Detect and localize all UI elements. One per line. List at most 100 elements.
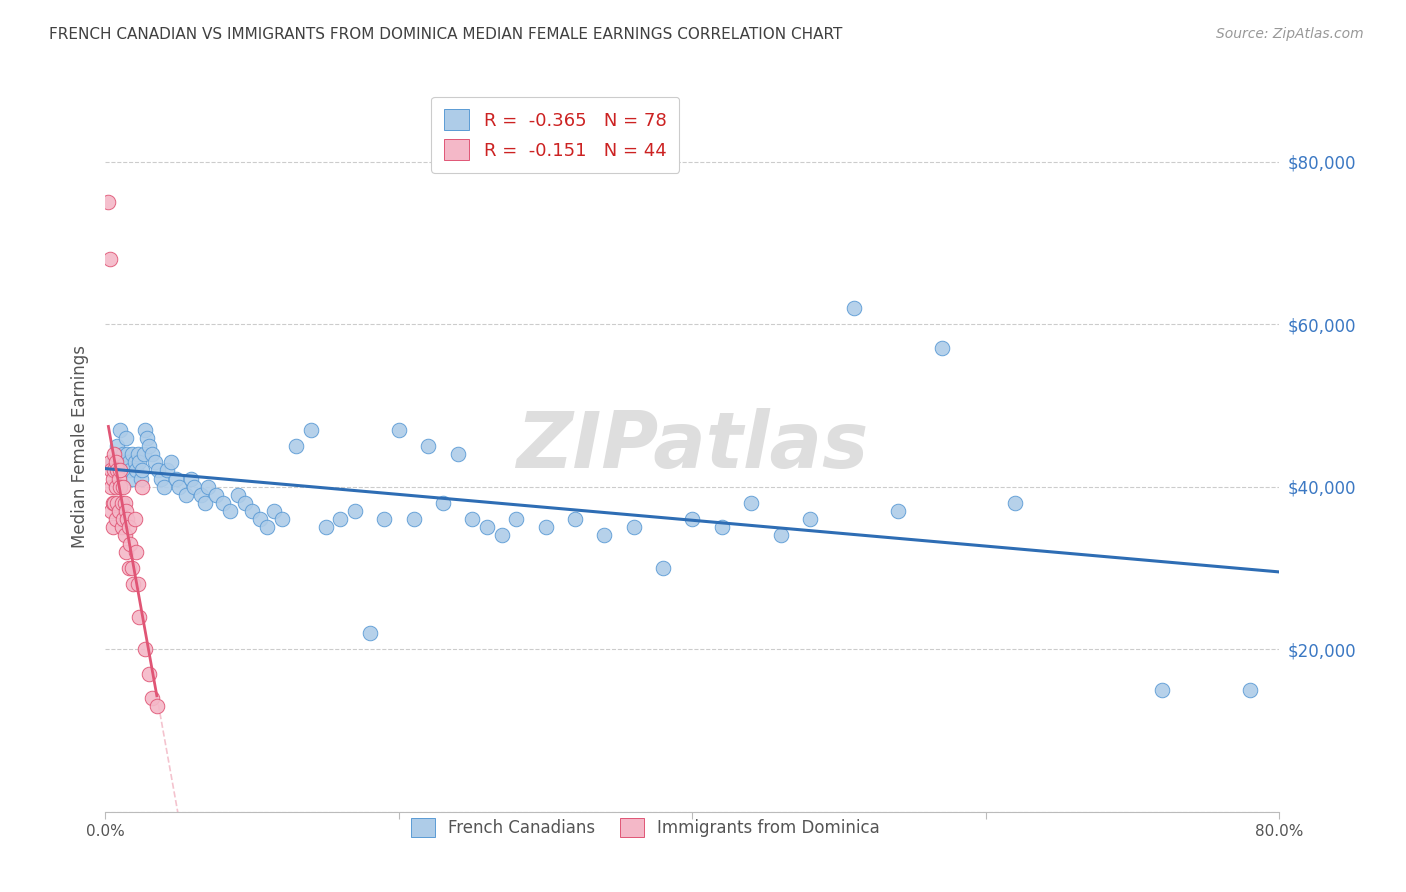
Point [315, 520, 337, 534]
Point [593, 528, 616, 542]
Point [103, 496, 125, 510]
Point [211, 496, 233, 510]
Point [107, 504, 129, 518]
Point [256, 520, 278, 534]
Point [121, 561, 143, 575]
Point [167, 480, 190, 494]
Point [160, 455, 183, 469]
Point [249, 512, 271, 526]
Point [104, 455, 127, 469]
Point [141, 690, 163, 705]
Point [226, 488, 249, 502]
Point [769, 528, 792, 542]
Point [124, 512, 146, 526]
Point [143, 455, 166, 469]
Point [121, 447, 143, 461]
Point [110, 520, 132, 534]
Point [131, 480, 153, 494]
Point [122, 471, 145, 485]
Point [174, 488, 197, 502]
Point [219, 504, 242, 518]
Point [475, 520, 498, 534]
Point [103, 463, 125, 477]
Point [104, 512, 127, 526]
Point [101, 471, 124, 485]
Point [105, 439, 128, 453]
Point [180, 471, 202, 485]
Point [240, 504, 263, 518]
Point [197, 480, 219, 494]
Point [148, 463, 170, 477]
Point [505, 512, 527, 526]
Point [534, 520, 557, 534]
Point [141, 447, 163, 461]
Point [359, 626, 381, 640]
Point [134, 642, 156, 657]
Point [122, 577, 145, 591]
Point [105, 463, 128, 477]
Point [799, 512, 821, 526]
Point [115, 544, 138, 558]
Y-axis label: Median Female Earnings: Median Female Earnings [72, 344, 90, 548]
Legend: French Canadians, Immigrants from Dominica: French Canadians, Immigrants from Domini… [405, 811, 886, 844]
Point [402, 512, 425, 526]
Point [156, 463, 179, 477]
Point [117, 512, 139, 526]
Point [117, 447, 139, 461]
Point [710, 520, 733, 534]
Point [114, 496, 136, 510]
Point [97, 195, 120, 210]
Point [135, 431, 157, 445]
Point [124, 455, 146, 469]
Point [682, 512, 704, 526]
Point [114, 528, 136, 542]
Point [104, 480, 127, 494]
Point [105, 496, 128, 510]
Point [115, 504, 138, 518]
Point [120, 463, 142, 477]
Point [263, 504, 285, 518]
Point [1004, 496, 1026, 510]
Point [98, 252, 121, 266]
Point [129, 471, 152, 485]
Point [125, 544, 148, 558]
Point [100, 480, 122, 494]
Point [183, 480, 205, 494]
Point [101, 520, 124, 534]
Point [138, 666, 160, 681]
Point [107, 471, 129, 485]
Point [128, 455, 150, 469]
Point [118, 455, 141, 469]
Point [108, 423, 131, 437]
Point [125, 463, 148, 477]
Point [138, 439, 160, 453]
Point [101, 455, 124, 469]
Text: Source: ZipAtlas.com: Source: ZipAtlas.com [1216, 27, 1364, 41]
Point [132, 447, 155, 461]
Point [112, 447, 135, 461]
Point [233, 496, 256, 510]
Point [153, 480, 176, 494]
Point [842, 301, 865, 315]
Point [204, 488, 226, 502]
Point [623, 520, 645, 534]
Point [1150, 682, 1173, 697]
Point [127, 447, 149, 461]
Point [432, 496, 454, 510]
Point [285, 439, 308, 453]
Point [343, 504, 366, 518]
Point [112, 512, 135, 526]
Point [114, 455, 136, 469]
Point [491, 528, 513, 542]
Point [931, 342, 953, 356]
Point [564, 512, 586, 526]
Text: FRENCH CANADIAN VS IMMIGRANTS FROM DOMINICA MEDIAN FEMALE EARNINGS CORRELATION C: FRENCH CANADIAN VS IMMIGRANTS FROM DOMIN… [49, 27, 842, 42]
Point [150, 471, 173, 485]
Point [652, 561, 675, 575]
Point [100, 463, 122, 477]
Point [115, 431, 138, 445]
Point [1239, 682, 1261, 697]
Point [128, 609, 150, 624]
Point [127, 577, 149, 591]
Point [108, 463, 131, 477]
